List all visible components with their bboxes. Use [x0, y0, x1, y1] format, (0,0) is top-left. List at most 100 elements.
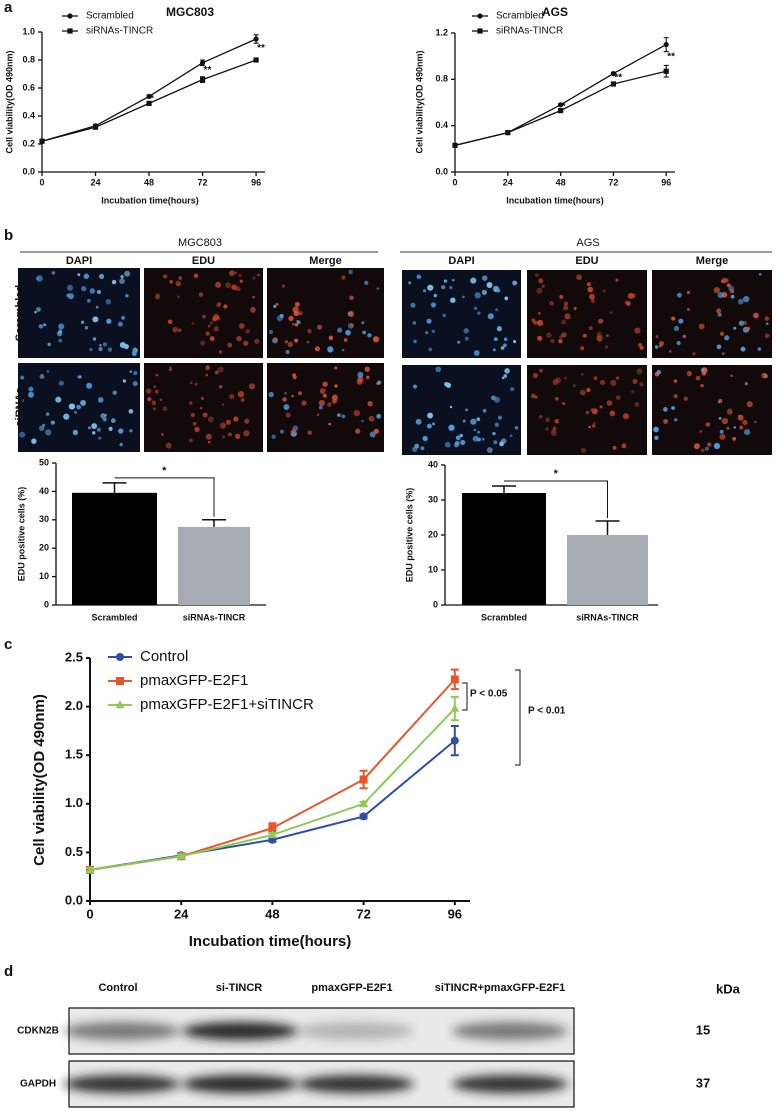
cell	[669, 350, 672, 353]
cell	[202, 412, 208, 418]
cell	[541, 284, 545, 288]
cell	[413, 339, 417, 344]
x-tick-label: 48	[265, 906, 279, 921]
size-label: 15	[696, 1022, 710, 1037]
cell	[190, 412, 195, 417]
cell	[318, 405, 323, 410]
cell	[283, 404, 290, 410]
y-tick-label: 30	[428, 494, 438, 504]
cell	[586, 282, 592, 287]
x-tick-label: 0	[39, 177, 44, 187]
cell	[717, 312, 722, 317]
cell	[746, 326, 751, 331]
cell	[427, 284, 434, 291]
cell	[463, 328, 470, 334]
cell	[579, 389, 586, 396]
marker	[67, 28, 73, 34]
cell	[275, 302, 279, 306]
cell	[730, 374, 733, 378]
group-title: AGS	[576, 237, 599, 249]
cell	[217, 366, 224, 373]
cell	[77, 375, 80, 379]
cell	[223, 304, 228, 309]
bracket	[462, 682, 468, 711]
cell	[673, 379, 678, 383]
channel-label: EDU	[192, 255, 215, 267]
cell	[425, 331, 429, 335]
y-tick-label: 0.8	[22, 54, 35, 64]
bracket	[515, 669, 521, 766]
cell	[416, 274, 422, 280]
cell	[169, 366, 172, 369]
cell	[328, 335, 334, 341]
cell	[117, 321, 123, 327]
cell	[590, 408, 595, 413]
cell	[159, 398, 163, 402]
cell	[257, 273, 260, 277]
cell	[754, 420, 757, 424]
cell	[294, 338, 299, 343]
cell	[552, 426, 557, 431]
cell	[576, 274, 582, 281]
y-tick-label: 0	[433, 599, 438, 609]
cell	[587, 286, 594, 293]
cell	[176, 295, 180, 299]
cell	[673, 325, 680, 332]
cell	[227, 432, 232, 437]
cell	[119, 442, 123, 447]
cell	[493, 337, 498, 342]
cell	[45, 412, 50, 416]
x-tick-label: 24	[174, 906, 189, 921]
significance: *	[150, 94, 154, 105]
cell	[562, 402, 565, 405]
significance: **	[667, 52, 675, 63]
cell	[726, 283, 731, 288]
cell	[99, 273, 105, 279]
cell	[368, 415, 375, 422]
cell	[730, 294, 735, 299]
cell	[28, 391, 34, 398]
cell	[430, 302, 436, 308]
y-tick-label: 20	[428, 529, 438, 539]
cell	[420, 446, 425, 451]
cell	[686, 307, 690, 311]
cell	[161, 433, 164, 436]
cell	[285, 412, 291, 418]
cell	[367, 401, 373, 407]
band	[64, 1075, 180, 1093]
cell	[39, 374, 45, 379]
cell	[432, 422, 436, 426]
cell	[465, 408, 469, 412]
cell	[47, 342, 51, 347]
cell	[740, 346, 746, 352]
cell	[307, 328, 312, 334]
cell	[765, 322, 769, 326]
cell	[531, 318, 536, 323]
cell	[209, 336, 215, 342]
cell	[632, 378, 638, 385]
cell	[582, 333, 587, 338]
cell	[718, 416, 722, 420]
cell	[671, 406, 675, 410]
cell	[610, 379, 617, 387]
cell	[448, 424, 455, 431]
cell	[678, 318, 684, 324]
x-tick-label: Scrambled	[481, 612, 527, 622]
cell	[376, 287, 380, 290]
chart-title: MGC803	[166, 5, 214, 19]
cell	[700, 368, 705, 373]
channel-label: DAPI	[66, 255, 92, 267]
cell	[129, 370, 133, 373]
cell	[112, 390, 117, 395]
cell	[102, 417, 107, 422]
cell	[212, 316, 218, 322]
cell	[445, 382, 452, 388]
cell	[334, 384, 338, 388]
cell	[95, 305, 99, 309]
micrograph	[527, 365, 647, 455]
cell	[631, 390, 635, 394]
bar	[72, 492, 157, 605]
x-axis-label: Incubation time(hours)	[189, 933, 352, 950]
cell	[279, 429, 284, 434]
cell	[290, 429, 297, 435]
